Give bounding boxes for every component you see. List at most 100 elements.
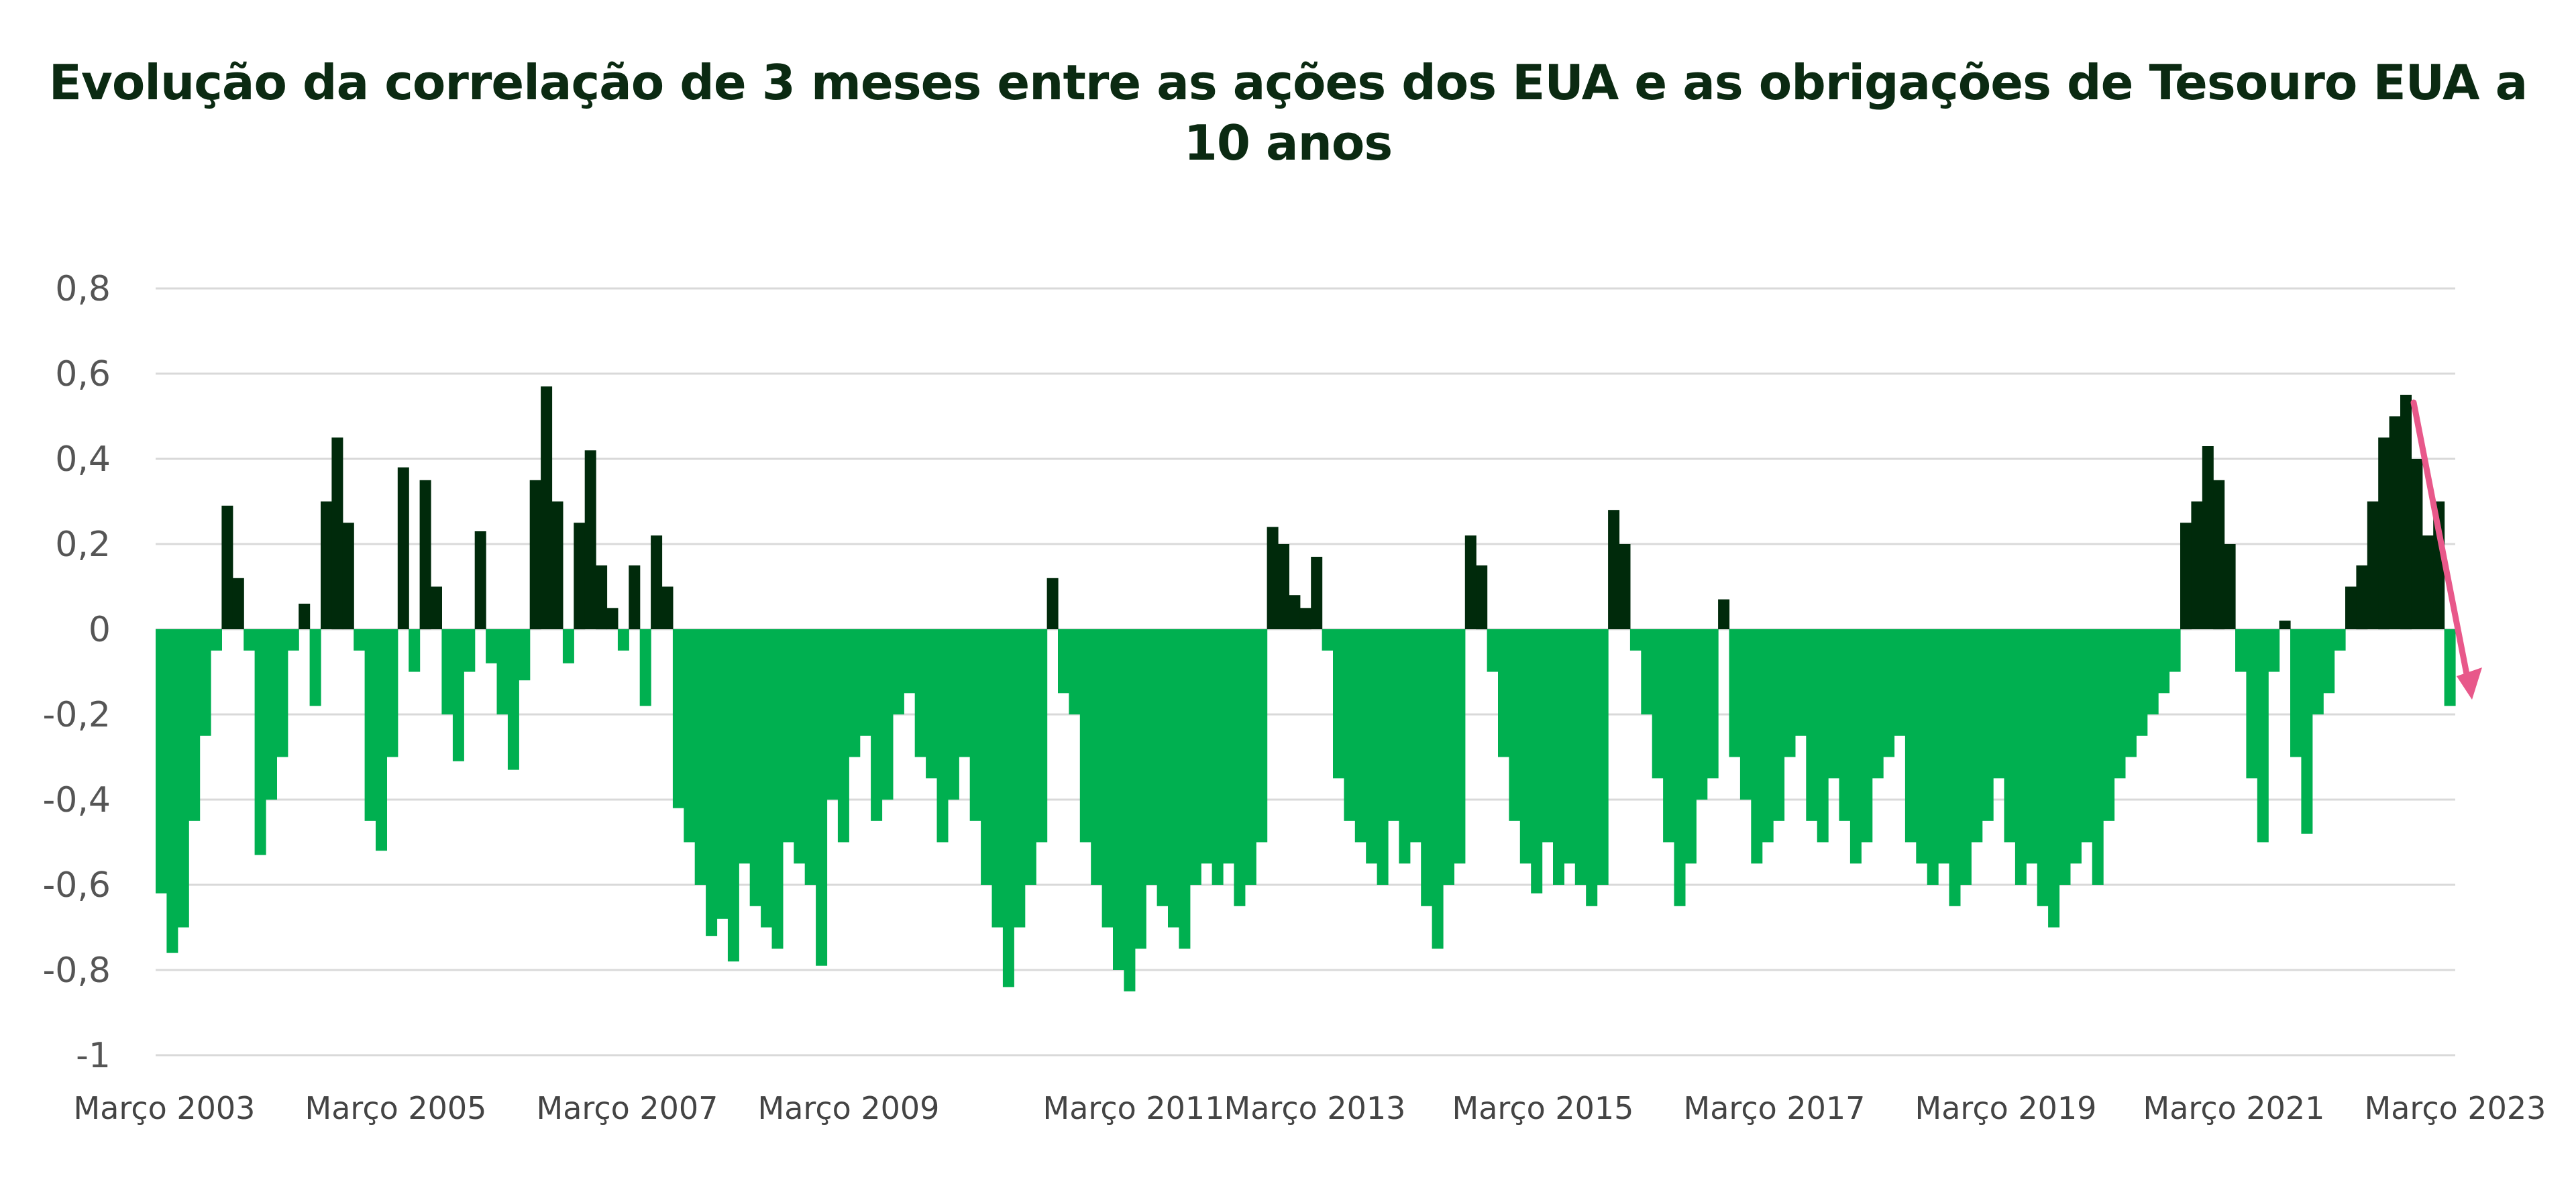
bar-positive [342, 523, 354, 630]
bar-negative [2147, 629, 2159, 714]
bar-negative [2059, 629, 2071, 885]
bar-negative [1102, 629, 1114, 928]
bar-negative [1971, 629, 1983, 843]
bar-negative [1663, 629, 1675, 843]
bar-negative [1784, 629, 1796, 757]
bar-negative [1927, 629, 1939, 885]
bar-negative [1553, 629, 1564, 885]
bar-positive [1311, 557, 1323, 629]
bar-negative [1739, 629, 1752, 800]
bar-negative [816, 629, 828, 966]
bar-negative [639, 629, 651, 706]
y-tick-label: -1 [76, 1036, 111, 1076]
bar-negative [826, 629, 839, 800]
bar-negative [706, 629, 718, 936]
bar-negative [716, 629, 729, 919]
series-bars [156, 386, 2456, 991]
bar-positive [2389, 416, 2401, 629]
bar-negative [254, 629, 266, 855]
bar-negative [694, 629, 706, 885]
bar-negative [981, 629, 993, 885]
bar-positive [2213, 480, 2225, 630]
bar-negative [739, 629, 751, 864]
bar-negative [2444, 629, 2456, 706]
bar-negative [969, 629, 981, 821]
bar-positive [2400, 394, 2412, 630]
bar-negative [1817, 629, 1829, 843]
x-tick-label: Março 2017 [1684, 1090, 1866, 1126]
bar-negative [376, 629, 387, 851]
bar-negative [1134, 629, 1146, 949]
bar-positive [2411, 459, 2423, 629]
bar-positive [551, 501, 564, 629]
bar-negative [276, 629, 288, 757]
bar-negative [2257, 629, 2269, 843]
chart-title-line-2: 10 anos [1183, 115, 1393, 171]
bar-negative [244, 629, 256, 651]
bar-negative [1036, 629, 1048, 843]
bar-negative [2048, 629, 2060, 928]
arrow-down-icon [2457, 667, 2482, 700]
bar-negative [464, 629, 476, 672]
bar-negative [2103, 629, 2115, 821]
bar-negative [2158, 629, 2170, 694]
bar-negative [1421, 629, 1433, 906]
bar-negative [2312, 629, 2324, 714]
bar-negative [2070, 629, 2082, 864]
bar-negative [2092, 629, 2104, 885]
bar-negative [1244, 629, 1256, 885]
bar-negative [904, 629, 916, 694]
x-tick-label: Março 2003 [74, 1090, 256, 1126]
bar-negative [2290, 629, 2302, 757]
bar-negative [1487, 629, 1499, 672]
bar-negative [2136, 629, 2148, 736]
bar-negative [1454, 629, 1466, 864]
bar-negative [1916, 629, 1928, 864]
bar-negative [166, 629, 178, 953]
bar-positive [661, 586, 674, 629]
bar-positive [2180, 523, 2192, 630]
bar-negative [1696, 629, 1708, 800]
x-tick-label: Março 2013 [1224, 1090, 1406, 1126]
bar-negative [859, 629, 871, 736]
bar-negative [2323, 629, 2335, 694]
bar-negative [1729, 629, 1741, 757]
bar-negative [409, 629, 421, 672]
bar-negative [2037, 629, 2049, 906]
bar-negative [287, 629, 299, 651]
bar-negative [1806, 629, 1818, 821]
bar-negative [441, 629, 453, 714]
bar-negative [1377, 629, 1389, 885]
bar-positive [299, 603, 311, 629]
bar-negative [2334, 629, 2346, 651]
bar-positive [419, 480, 431, 630]
bar-negative [1234, 629, 1246, 906]
bar-negative [2301, 629, 2313, 834]
y-tick-label: 0 [89, 610, 111, 650]
bar-negative [1409, 629, 1421, 843]
bar-negative [1366, 629, 1378, 864]
bar-positive [2422, 535, 2434, 629]
bar-negative [199, 629, 211, 736]
bar-negative [1014, 629, 1026, 928]
x-tick-label: Março 2019 [1915, 1090, 2097, 1126]
bar-negative [452, 629, 464, 761]
bar-negative [156, 629, 167, 894]
bar-positive [584, 450, 596, 629]
y-tick-label: -0,2 [43, 695, 111, 735]
bar-positive [221, 505, 233, 629]
x-tick-label: Março 2005 [305, 1090, 487, 1126]
bar-positive [651, 535, 663, 629]
y-tick-label: 0,4 [55, 439, 111, 480]
bar-negative [1883, 629, 1895, 757]
x-tick-label: Março 2007 [537, 1090, 718, 1126]
bar-negative [519, 629, 531, 681]
y-tick-label: 0,6 [55, 354, 111, 394]
bar-positive [1046, 578, 1059, 629]
bar-negative [309, 629, 321, 706]
bar-negative [1058, 629, 1069, 694]
bar-negative [1146, 629, 1158, 885]
bar-negative [1344, 629, 1356, 821]
bar-negative [1586, 629, 1598, 906]
bar-negative [354, 629, 366, 651]
